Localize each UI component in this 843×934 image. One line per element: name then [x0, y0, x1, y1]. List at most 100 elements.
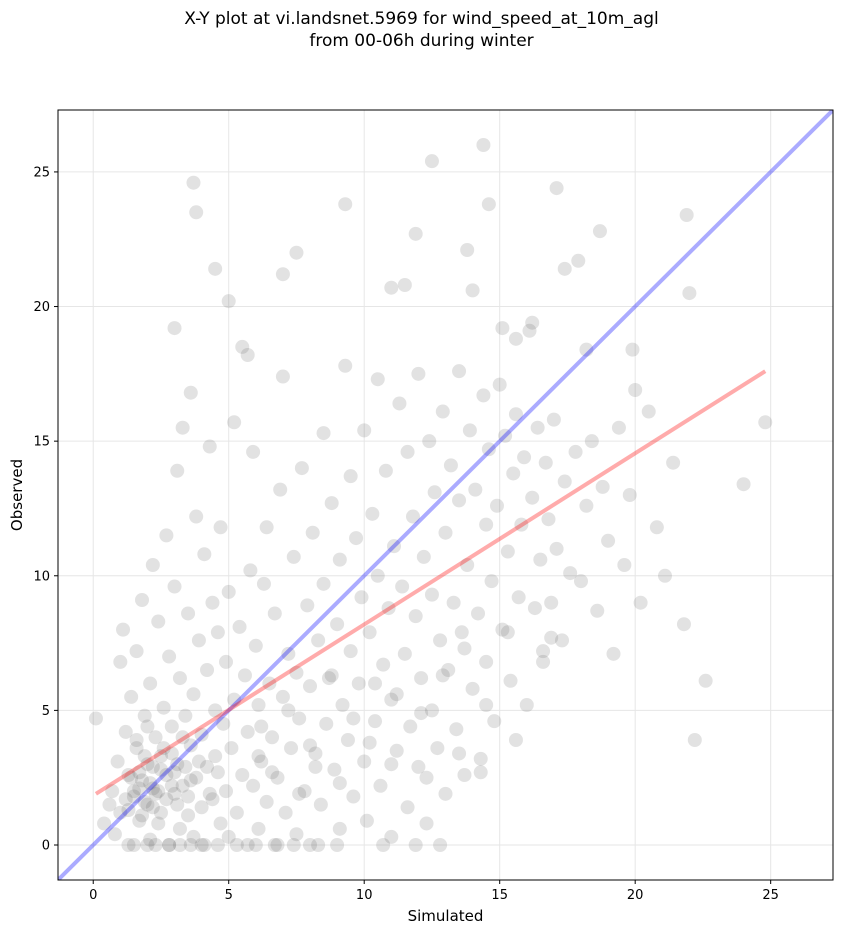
scatter-point [124, 689, 139, 704]
scatter-point [424, 154, 439, 169]
x-tick-label: 20 [627, 888, 644, 903]
scatter-point [465, 283, 480, 298]
scatter-point [321, 671, 336, 686]
scatter-point [210, 625, 225, 640]
scatter-point [343, 644, 358, 659]
x-tick-label: 5 [225, 888, 233, 903]
axis-ticks: 0 5 10 15 20 25 0 5 10 15 20 25 [33, 165, 778, 903]
scatter-point [346, 711, 361, 726]
scatter-point [311, 633, 326, 648]
scatter-point [676, 617, 691, 632]
scatter-point [395, 579, 410, 594]
scatter-point [151, 614, 166, 629]
scatter-point [332, 552, 347, 567]
scatter-point [411, 366, 426, 381]
scatter-point [343, 469, 358, 484]
y-axis-label: Observed [8, 459, 26, 531]
scatter-point [135, 773, 150, 788]
scatter-point [519, 698, 534, 712]
scatter-point [584, 434, 599, 449]
scatter-point [88, 711, 103, 726]
scatter-point [132, 781, 147, 796]
scatter-point [617, 558, 632, 572]
scatter-point [495, 321, 510, 336]
scatter-point [210, 838, 225, 852]
scatter-point [151, 784, 166, 799]
scatter-point [286, 838, 301, 852]
scatter-point [292, 786, 307, 801]
scatter-point [303, 738, 318, 753]
scatter-point [248, 638, 263, 653]
scatter-point [338, 197, 353, 212]
scatter-point [189, 770, 204, 785]
scatter-point [476, 138, 491, 152]
scatter-point [197, 547, 212, 562]
scatter-point [170, 463, 185, 478]
scatter-point [167, 579, 182, 594]
scatter-point [346, 789, 361, 804]
grid-lines [58, 110, 833, 880]
scatter-point [175, 778, 190, 793]
scatter-point [381, 601, 396, 616]
scatter-point [159, 768, 174, 782]
regression-line [94, 369, 767, 796]
scatter-point [332, 776, 347, 791]
scatter-point [254, 754, 269, 769]
scatter-point [265, 765, 280, 780]
scatter-point [414, 671, 429, 686]
scatter-point [300, 598, 315, 613]
scatter-point [479, 698, 494, 712]
scatter-point [148, 838, 163, 852]
scatter-point [579, 498, 594, 513]
scatter-point [191, 633, 206, 648]
scatter-point [194, 838, 209, 852]
scatter-point [121, 768, 136, 782]
scatter-point [145, 558, 160, 572]
scatter-point [265, 730, 280, 745]
scatter-point [181, 808, 196, 823]
scatter-point [246, 444, 261, 459]
scatter-point [229, 805, 244, 820]
scatter-point [479, 517, 494, 532]
scatter-point [349, 531, 364, 546]
scatter-point [465, 681, 480, 696]
scatter-point [579, 342, 594, 357]
scatter-point [219, 654, 234, 669]
scatter-points [88, 138, 773, 852]
scatter-point [197, 838, 212, 852]
scatter-point [397, 646, 412, 661]
scatter-point [408, 609, 423, 624]
scatter-point [449, 722, 464, 737]
x-tick-label: 25 [762, 888, 779, 903]
scatter-point [370, 568, 385, 583]
scatter-point [332, 821, 347, 836]
x-tick-label: 10 [356, 888, 373, 903]
scatter-point [194, 800, 209, 815]
scatter-point [251, 698, 266, 712]
scatter-point [289, 665, 304, 680]
scatter-point [267, 606, 282, 621]
scatter-point [628, 383, 643, 397]
scatter-point [213, 520, 228, 535]
scatter-point [167, 765, 182, 780]
scatter-point [411, 759, 426, 774]
scatter-point [438, 786, 453, 801]
scatter-point [389, 687, 404, 702]
scatter-point [183, 738, 198, 753]
scatter-point [167, 321, 182, 336]
reference-lines [58, 110, 833, 880]
scatter-point [536, 654, 551, 669]
scatter-point [305, 525, 320, 540]
scatter-point [153, 762, 168, 777]
scatter-point [148, 730, 163, 745]
scatter-point [476, 388, 491, 403]
y-tick-label: 5 [42, 704, 50, 719]
scatter-point [102, 797, 117, 812]
scatter-point [698, 673, 713, 688]
scatter-point [175, 420, 190, 435]
scatter-point [153, 749, 168, 764]
scatter-point [132, 813, 147, 828]
scatter-point [649, 520, 664, 535]
scatter-point [687, 733, 702, 747]
scatter-point [113, 654, 128, 669]
